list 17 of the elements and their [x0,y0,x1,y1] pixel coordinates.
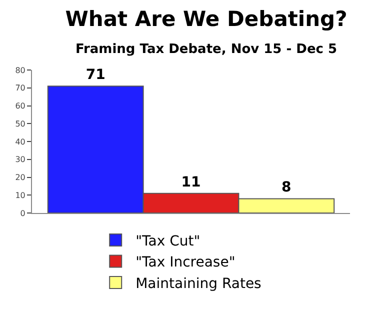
y-tick-label: 60 [15,102,26,111]
chart-subtitle: Framing Tax Debate, Nov 15 - Dec 5 [75,42,338,58]
legend-label: "Tax Increase" [136,254,236,271]
legend-label: Maintaining Rates [136,276,262,292]
chart-title: What Are We Debating? [65,6,348,31]
legend-label: "Tax Cut" [136,234,200,250]
y-tick-label: 30 [15,155,26,164]
y-tick-label: 40 [15,137,26,146]
y-tick-label: 70 [15,84,26,93]
y-tick-label: 20 [15,173,26,182]
y-tick-label: 0 [20,208,26,218]
y-tick-label: 50 [15,119,26,128]
y-tick-label: 10 [15,190,26,200]
data-label: 71 [86,67,106,84]
y-tick-label: 80 [15,66,26,75]
data-label: 11 [181,174,201,190]
data-label: 8 [282,180,292,196]
